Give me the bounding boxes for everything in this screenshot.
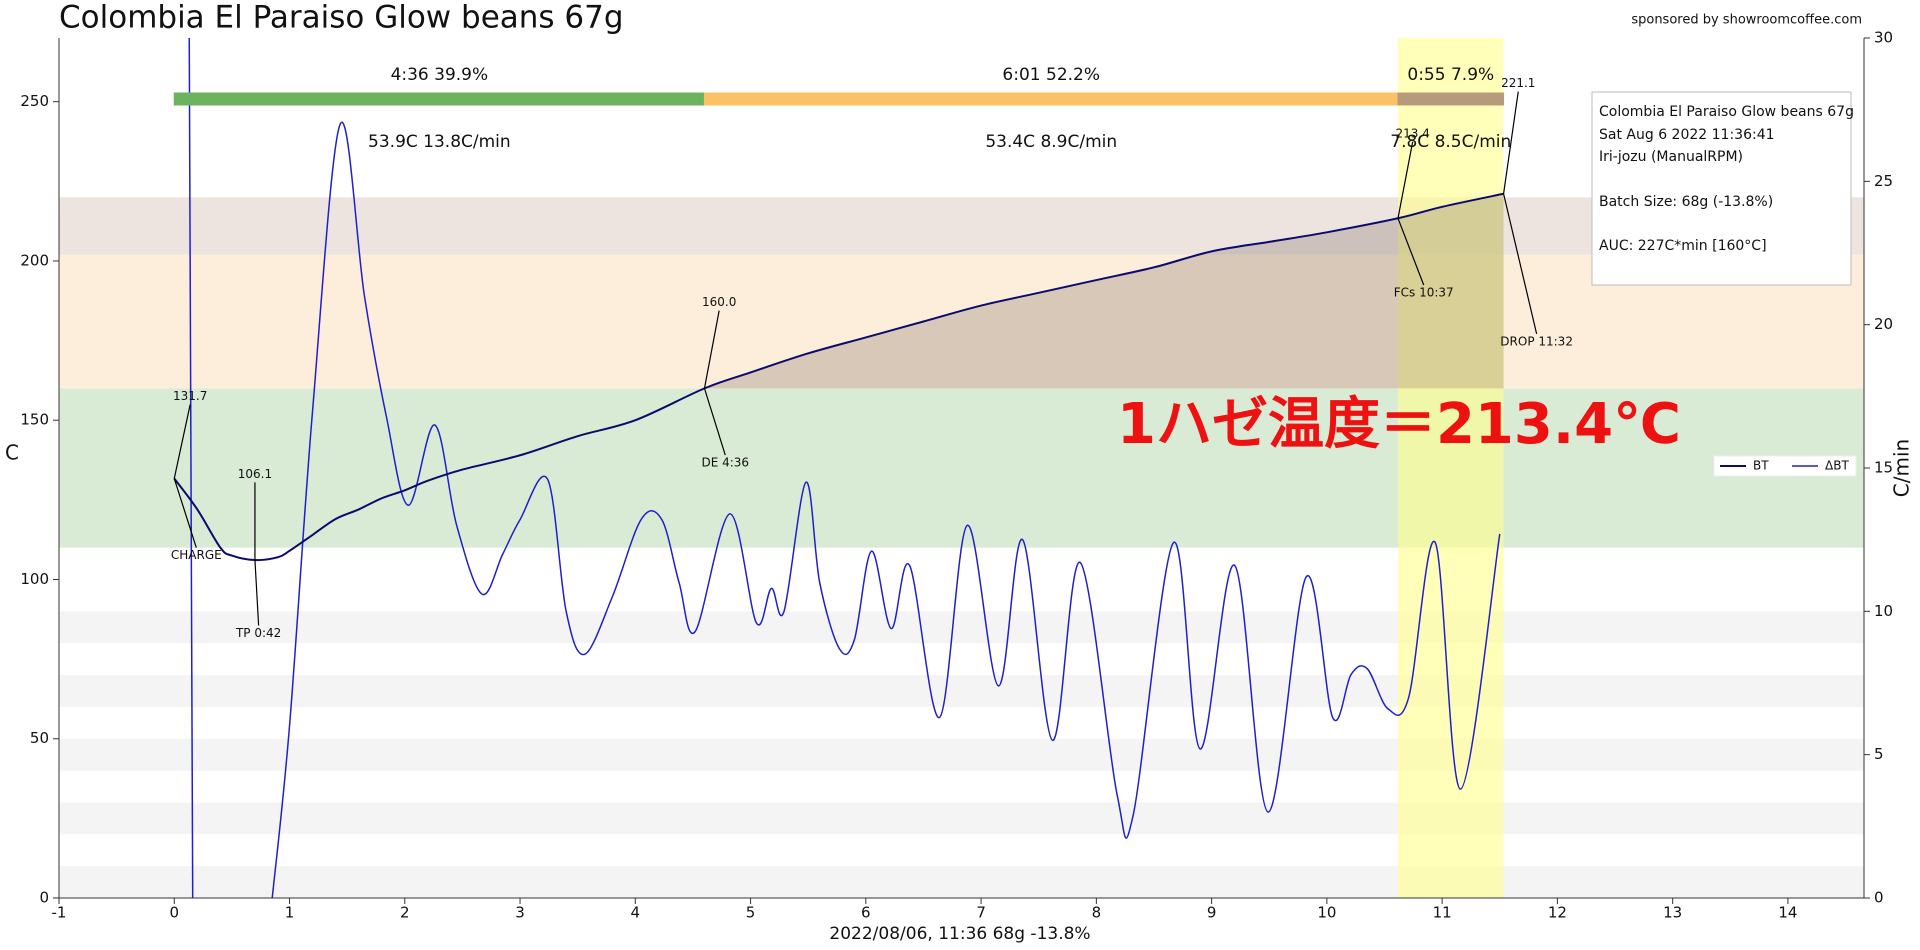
event-value: 221.1	[1501, 76, 1535, 90]
phase-label: 0:55 7.9%	[1407, 65, 1494, 85]
phase-band	[59, 197, 1864, 255]
y2-tick-label: 10	[1874, 602, 1893, 620]
info-line: AUC: 227C*min [160°C]	[1599, 238, 1767, 254]
y-tick-label: 0	[39, 889, 49, 907]
x-tick-label: 5	[746, 904, 756, 922]
background-stripe	[59, 611, 1864, 644]
event-leader	[1397, 218, 1425, 286]
development-window	[1397, 38, 1504, 898]
x-tick-label: 8	[1092, 904, 1102, 922]
bt-line	[173, 192, 1504, 562]
event-leader	[1502, 91, 1519, 194]
x-tick-label: 0	[169, 904, 179, 922]
x-tick-label: -1	[52, 904, 67, 922]
background-stripe	[59, 738, 1864, 771]
event-leader	[703, 310, 720, 389]
info-line: Batch Size: 68g (-13.8%)	[1599, 194, 1773, 210]
event-name: FCs 10:37	[1394, 285, 1454, 299]
event-leader	[1502, 193, 1538, 335]
event-leader	[1397, 141, 1414, 219]
event-name: DE 4:36	[701, 456, 749, 470]
info-line: Sat Aug 6 2022 11:36:41	[1599, 127, 1775, 143]
legend-label: BT	[1753, 459, 1769, 473]
y2-tick-label: 20	[1874, 315, 1893, 333]
y2-axis-label: C/min	[1890, 439, 1914, 497]
y2-tick-label: 5	[1874, 745, 1884, 763]
info-box: Colombia El Paraiso Glow beans 67g Sat Au…	[1591, 91, 1854, 286]
legend-label: ΔBT	[1825, 459, 1849, 473]
event-name: TP 0:42	[235, 626, 281, 640]
y2-tick-label: 30	[1874, 29, 1893, 47]
phase-label: 6:01 52.2%	[1002, 65, 1100, 85]
event-leader	[703, 388, 726, 456]
annotation: 1ハゼ温度＝213.4℃	[1117, 392, 1681, 457]
chart-title: Colombia El Paraiso Glow beans 67g	[59, 0, 624, 36]
background-stripe	[59, 675, 1864, 707]
phase-band	[59, 388, 1864, 548]
event-value: 131.7	[173, 389, 207, 403]
y2-tick-label: 0	[1874, 889, 1884, 907]
plot-area	[59, 38, 1864, 898]
x-tick-label: 11	[1433, 904, 1452, 922]
event-value: 160.0	[702, 295, 736, 309]
y-axis-label: C	[5, 441, 19, 465]
x-tick-label: 6	[861, 904, 871, 922]
phase-bar	[703, 92, 1399, 106]
event-leader	[173, 404, 191, 479]
x-tick-label: 9	[1207, 904, 1217, 922]
legend: BT ΔBT	[1713, 455, 1857, 477]
y-tick-label: 200	[20, 251, 49, 269]
info-line: Iri-jozu (ManualRPM)	[1599, 149, 1743, 165]
event-leader	[173, 478, 197, 548]
x-tick-label: 7	[976, 904, 986, 922]
event-value: 106.1	[238, 467, 272, 481]
event-name: CHARGE	[171, 548, 222, 562]
x-tick-label: 13	[1663, 904, 1682, 922]
x-tick-label: 14	[1778, 904, 1797, 922]
phase-stats: 53.4C 8.9C/min	[985, 132, 1117, 152]
phase-band	[59, 254, 1864, 389]
background-stripe	[59, 802, 1864, 835]
x-axis-label: 2022/08/06, 11:36 68g -13.8%	[829, 924, 1090, 944]
info-line: Colombia El Paraiso Glow beans 67g	[1599, 104, 1854, 120]
phase-label: 4:36 39.9%	[391, 65, 489, 85]
phase-bar	[1397, 92, 1505, 106]
event-value: 213.4	[1396, 126, 1430, 140]
ror-line	[188, 38, 1501, 898]
y-tick-label: 100	[20, 570, 49, 588]
y2-tick-label: 15	[1874, 459, 1893, 477]
y-tick-label: 50	[30, 729, 49, 747]
sponsor: sponsored by showroomcoffee.com	[1631, 13, 1862, 28]
x-tick-label: 10	[1317, 904, 1336, 922]
phase-bar	[173, 92, 705, 106]
phase-stats: 7.8C 8.5C/min	[1390, 132, 1511, 152]
x-tick-label: 1	[285, 904, 295, 922]
info-box-frame	[1591, 91, 1852, 286]
event-name: DROP 11:32	[1500, 334, 1573, 348]
background-stripe	[59, 866, 1864, 898]
y-tick-label: 250	[20, 92, 49, 110]
y-tick-label: 150	[20, 411, 49, 429]
y2-tick-label: 25	[1874, 172, 1893, 190]
x-tick-label: 12	[1548, 904, 1567, 922]
x-tick-label: 3	[515, 904, 525, 922]
phase-stats: 53.9C 13.8C/min	[368, 132, 511, 152]
x-tick-label: 2	[400, 904, 410, 922]
x-tick-label: 4	[631, 904, 641, 922]
auc-area	[704, 193, 1504, 389]
event-leader	[254, 560, 260, 626]
legend-frame	[1713, 455, 1857, 477]
